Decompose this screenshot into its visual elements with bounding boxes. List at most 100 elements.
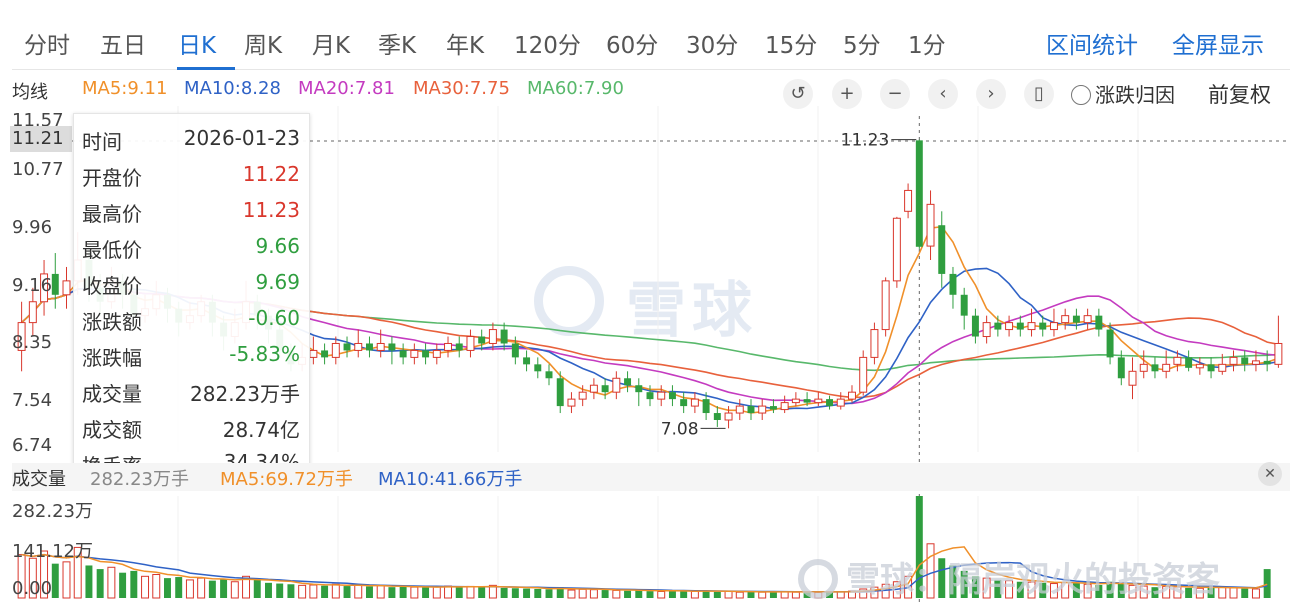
volume-bar <box>780 591 789 599</box>
ma30-value: MA30:7.75 <box>413 78 510 99</box>
volume-bar <box>982 577 991 599</box>
candle-body <box>444 342 452 351</box>
candle-icon[interactable]: ▯ <box>1024 79 1054 109</box>
volume-bar <box>758 591 767 599</box>
candle-body <box>892 217 901 282</box>
active-tab-indicator <box>177 67 235 70</box>
volume-bar <box>690 590 699 599</box>
tab-120min[interactable]: 120分 <box>514 33 581 59</box>
candle-body <box>410 349 419 358</box>
close-volume-icon[interactable]: ✕ <box>1258 462 1282 486</box>
candle-body <box>1251 360 1260 365</box>
tab-1min[interactable]: 1分 <box>908 33 946 59</box>
radio-icon[interactable] <box>1071 85 1091 105</box>
y-tick: 9.96 <box>12 217 53 238</box>
candle-body <box>904 189 913 212</box>
volume-bar <box>264 582 272 598</box>
zoom-out-icon[interactable]: − <box>880 79 910 109</box>
tab-quarterly-k[interactable]: 季K <box>378 33 417 59</box>
tooltip-row: 成交量 282.23万手 <box>82 378 300 408</box>
volume-ma5-line <box>21 546 1268 593</box>
candle-body <box>758 405 767 414</box>
volume-bar <box>73 546 82 599</box>
volume-bar <box>915 496 923 598</box>
volume-bar <box>354 584 363 599</box>
tab-yearly-k[interactable]: 年K <box>446 33 485 59</box>
prev-icon[interactable]: ‹ <box>928 79 958 109</box>
tooltip-value: 9.66 <box>255 234 300 258</box>
y-tick: 9.16 <box>12 275 53 296</box>
volume-bar <box>534 588 542 598</box>
candle-body <box>432 349 441 358</box>
volume-bar <box>164 578 171 598</box>
tooltip-row: 最低价 9.66 <box>82 234 300 264</box>
volume-bar <box>309 584 318 599</box>
tab-wuri[interactable]: 五日 <box>100 33 146 59</box>
candle-body <box>803 399 811 403</box>
candle-body <box>982 322 991 338</box>
tab-5min[interactable]: 5分 <box>843 33 881 59</box>
tooltip-key: 开盘价 <box>82 166 142 190</box>
volume-bar <box>1016 581 1024 598</box>
next-icon[interactable]: › <box>976 79 1006 109</box>
ma10-value: MA10:8.28 <box>184 78 281 99</box>
volume-bar <box>926 543 935 599</box>
tab-daily-k[interactable]: 日K <box>178 33 217 59</box>
tooltip-value: 11.23 <box>242 198 300 222</box>
volume-bar <box>185 579 194 599</box>
interval-stats-link[interactable]: 区间统计 <box>1046 33 1138 59</box>
volume-bar <box>545 589 553 598</box>
y-tick: 8.35 <box>12 332 53 353</box>
tooltip-row: 成交额 28.74亿 <box>82 414 300 444</box>
volume-value: 282.23万手 <box>90 469 189 490</box>
volume-bar <box>119 572 127 598</box>
volume-bar <box>28 557 37 599</box>
y-tick: 10.77 <box>12 159 64 180</box>
tooltip-value: 9.69 <box>255 270 300 294</box>
candle-body <box>488 329 497 344</box>
tooltip-row: 涨跌幅 -5.83% <box>82 342 300 372</box>
candle-body <box>523 357 531 365</box>
candle-body <box>1027 322 1036 331</box>
tooltip-value: 2026-01-23 <box>183 126 300 150</box>
tooltip-value: 28.74亿 <box>222 418 300 442</box>
volume-bar <box>601 590 609 598</box>
volume-bar <box>1095 584 1103 598</box>
adjustment-select[interactable]: 前复权 <box>1208 83 1271 107</box>
tooltip-row: 时间 2026-01-23 <box>82 126 300 156</box>
tab-fenshi[interactable]: 分时 <box>24 33 70 59</box>
attribution-toggle[interactable]: 涨跌归因 <box>1071 79 1175 108</box>
volume-bar <box>410 586 419 599</box>
zoom-in-icon[interactable]: + <box>832 79 862 109</box>
volume-bar <box>388 587 396 598</box>
volume-header: 成交量 282.23万手 MA5:69.72万手 MA10:41.66万手 <box>12 463 1290 491</box>
volume-bar <box>220 579 228 598</box>
candle-body <box>949 273 957 295</box>
tooltip-key: 成交量 <box>82 382 142 406</box>
candle-body <box>881 280 890 331</box>
volume-bar <box>1251 588 1260 599</box>
volume-bar <box>85 565 93 598</box>
volume-bar <box>556 587 564 598</box>
candle-body <box>478 336 486 344</box>
ma60-value: MA60:7.90 <box>527 78 624 99</box>
tab-15min[interactable]: 15分 <box>765 33 818 59</box>
candle-body <box>1106 329 1114 358</box>
candle-body <box>1195 363 1204 369</box>
candle-body <box>1049 322 1058 331</box>
candle-body <box>17 322 26 351</box>
candle-body <box>724 412 733 421</box>
volume-bar <box>657 590 666 599</box>
tab-monthly-k[interactable]: 月K <box>312 33 351 59</box>
undo-icon[interactable]: ↺ <box>783 79 813 109</box>
candle-body <box>422 350 430 358</box>
tab-60min[interactable]: 60分 <box>606 33 659 59</box>
volume-bar <box>399 586 407 598</box>
tab-weekly-k[interactable]: 周K <box>244 33 283 59</box>
tab-30min[interactable]: 30分 <box>686 33 739 59</box>
y-tick: 6.74 <box>12 435 53 456</box>
fullscreen-link[interactable]: 全屏显示 <box>1172 33 1264 59</box>
candle-body <box>1016 322 1024 330</box>
volume-bar <box>680 591 688 598</box>
candle-body <box>994 322 1002 330</box>
